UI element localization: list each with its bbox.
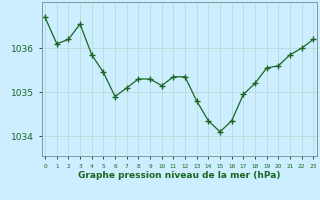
X-axis label: Graphe pression niveau de la mer (hPa): Graphe pression niveau de la mer (hPa) <box>78 171 280 180</box>
